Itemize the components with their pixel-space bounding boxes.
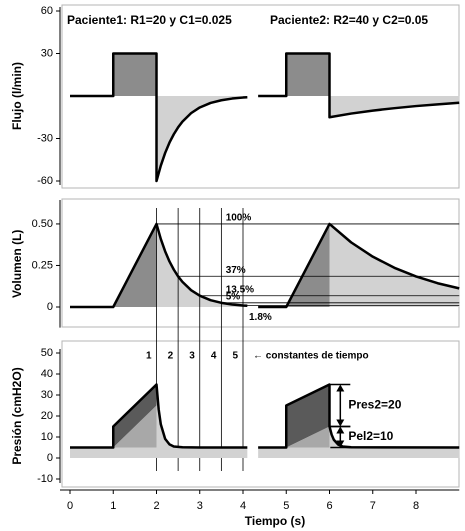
x-tick-label: 8 <box>413 500 419 512</box>
line <box>258 52 460 119</box>
y-tick-label: 40 <box>41 368 53 380</box>
bracket-label: Pres2=20 <box>348 398 401 412</box>
level-label: 37% <box>226 265 246 276</box>
time-constant-label: 2 <box>168 351 174 362</box>
y-tick-label: -30 <box>37 132 53 144</box>
x-tick-label: 2 <box>153 500 159 512</box>
arrow-head <box>336 384 345 392</box>
y-tick-label: 20 <box>41 410 53 422</box>
time-constant-note: ← constantes de tiempo <box>253 351 369 362</box>
x-tick-label: 0 <box>67 500 73 512</box>
line <box>258 222 460 309</box>
time-constant-label: 4 <box>211 351 217 362</box>
line <box>258 383 460 449</box>
time-constant-label: 1 <box>146 351 152 362</box>
area <box>70 53 248 181</box>
x-tick-label: 1 <box>110 500 116 512</box>
line <box>70 383 248 449</box>
line <box>70 222 248 309</box>
x-tick-label: 5 <box>283 500 289 512</box>
y-tick-label: -60 <box>37 175 53 187</box>
area-inspiration <box>70 53 157 181</box>
level-label: 100% <box>226 213 252 224</box>
y-tick-label: 30 <box>41 389 53 401</box>
level-label: 1.8% <box>249 312 272 323</box>
area-inspiration <box>70 223 157 307</box>
y-tick-label: 30 <box>41 47 53 59</box>
time-constant-label: 3 <box>189 351 195 362</box>
area-inspiration <box>258 53 330 118</box>
level-label: 5% <box>226 291 241 302</box>
bracket-label: Pel2=10 <box>348 429 393 443</box>
resistive-area <box>113 384 157 448</box>
y-tick-label: -10 <box>37 473 53 485</box>
elastic-area <box>286 426 330 448</box>
panel-title: Paciente2: R2=40 y C2=0.05 <box>270 13 428 27</box>
y-tick-label: 0 <box>47 452 53 464</box>
level-label: 13.5% <box>226 284 254 295</box>
panel-title: Paciente1: R1=20 y C1=0.025 <box>67 13 232 27</box>
arrow-head <box>336 419 345 427</box>
y-tick-label: 0.50 <box>32 218 53 230</box>
area <box>258 223 460 307</box>
y-tick-label: 50 <box>41 347 53 359</box>
elastic-area <box>113 405 157 448</box>
arrow-head <box>336 440 345 448</box>
y-axis-label: Presión (cmH2O) <box>10 367 24 464</box>
y-axis-label: Volumen (L) <box>10 230 24 298</box>
x-tick-label: 6 <box>326 500 332 512</box>
line <box>70 52 248 183</box>
y-tick-label: 10 <box>41 431 53 443</box>
panel-frame <box>61 340 460 488</box>
x-tick-label: 3 <box>197 500 203 512</box>
x-tick-label: 4 <box>240 500 246 512</box>
area-inspiration <box>258 223 330 307</box>
x-axis-label: Tiempo (s) <box>245 514 305 528</box>
arrow-head <box>336 426 345 434</box>
time-constant-label: 5 <box>232 351 238 362</box>
y-tick-label: 60 <box>41 5 53 17</box>
y-tick-label: 0 <box>47 301 53 313</box>
y-tick-label: 0.25 <box>32 259 53 271</box>
y-axis-label: Flujo (l/min) <box>10 62 24 130</box>
x-tick-label: 7 <box>370 500 376 512</box>
panel-frame <box>61 198 460 328</box>
area <box>70 223 248 307</box>
